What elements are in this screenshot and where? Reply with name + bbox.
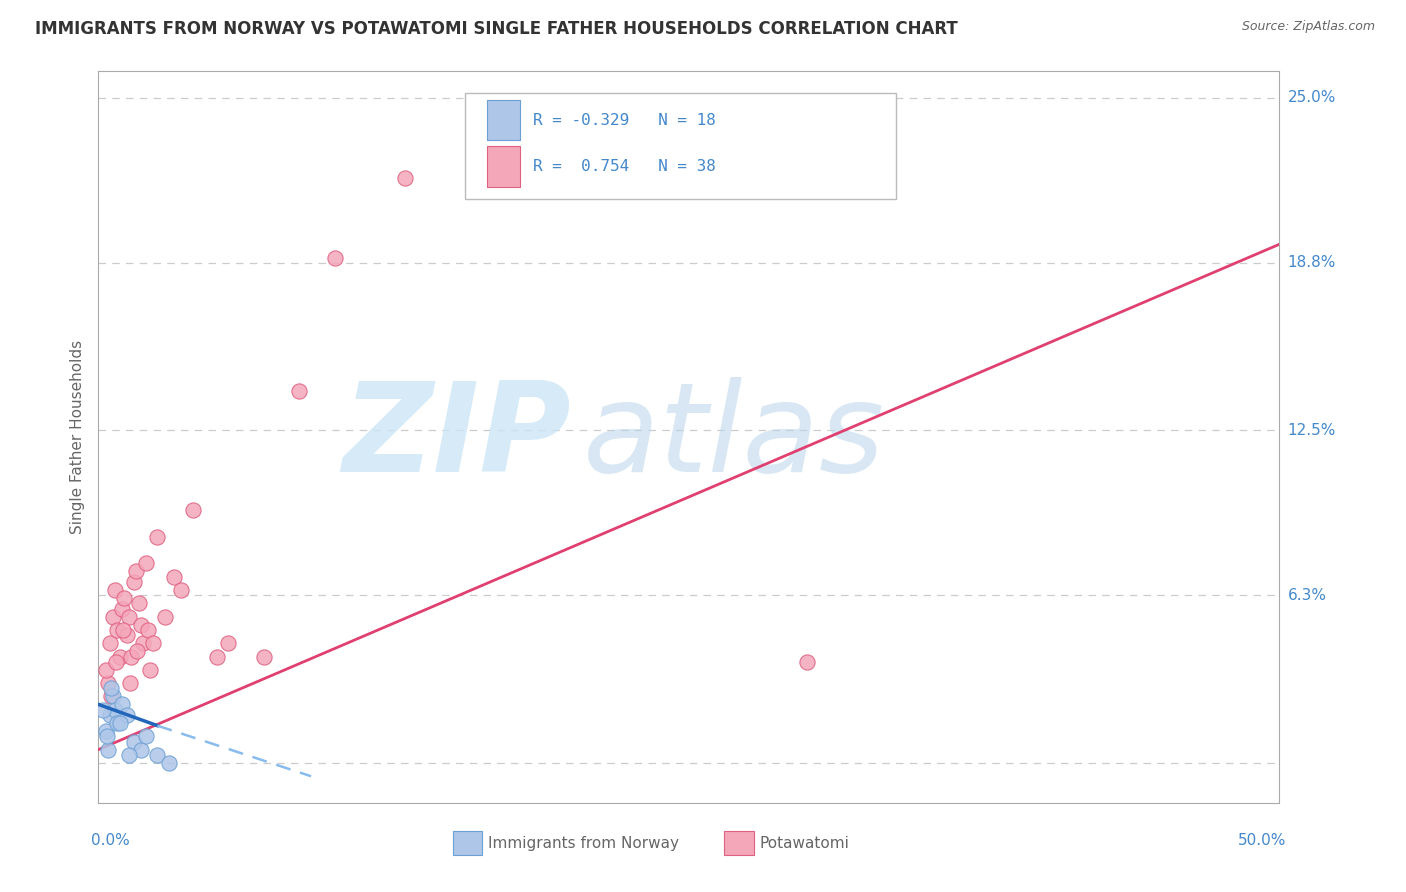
Point bbox=[157, 756, 180, 770]
Point bbox=[98, 636, 121, 650]
Point bbox=[91, 703, 114, 717]
Point bbox=[112, 591, 135, 605]
Point bbox=[105, 623, 128, 637]
Text: R =  0.754   N = 38: R = 0.754 N = 38 bbox=[533, 159, 716, 174]
Point bbox=[108, 649, 131, 664]
Point bbox=[132, 636, 155, 650]
Text: atlas: atlas bbox=[582, 376, 884, 498]
Point bbox=[796, 655, 818, 669]
Text: 6.3%: 6.3% bbox=[1288, 588, 1327, 603]
Point bbox=[100, 681, 122, 696]
Point bbox=[115, 628, 138, 642]
Point bbox=[129, 617, 152, 632]
Text: Source: ZipAtlas.com: Source: ZipAtlas.com bbox=[1241, 20, 1375, 33]
Point bbox=[122, 734, 145, 748]
FancyBboxPatch shape bbox=[453, 831, 482, 855]
Point bbox=[100, 690, 122, 704]
Point bbox=[128, 596, 150, 610]
Text: Potawatomi: Potawatomi bbox=[759, 836, 849, 851]
Point bbox=[111, 698, 134, 712]
Point bbox=[170, 582, 193, 597]
Point bbox=[104, 703, 127, 717]
Point bbox=[115, 708, 138, 723]
Point bbox=[253, 649, 276, 664]
Y-axis label: Single Father Households: Single Father Households bbox=[69, 340, 84, 534]
FancyBboxPatch shape bbox=[464, 94, 896, 200]
Point bbox=[105, 716, 128, 731]
Point bbox=[153, 609, 176, 624]
Point bbox=[94, 723, 117, 738]
Point bbox=[112, 623, 135, 637]
Point bbox=[136, 623, 159, 637]
Point bbox=[121, 649, 143, 664]
Point bbox=[111, 601, 134, 615]
Point bbox=[118, 609, 141, 624]
Point bbox=[394, 170, 416, 185]
Text: 50.0%: 50.0% bbox=[1239, 833, 1286, 848]
Point bbox=[98, 708, 121, 723]
Point bbox=[94, 663, 117, 677]
Point bbox=[122, 575, 145, 590]
Point bbox=[129, 742, 152, 756]
Point bbox=[163, 570, 186, 584]
Point bbox=[181, 503, 204, 517]
Point bbox=[105, 655, 128, 669]
Point bbox=[127, 644, 149, 658]
Text: R = -0.329   N = 18: R = -0.329 N = 18 bbox=[533, 113, 716, 128]
Point bbox=[118, 747, 141, 762]
Point bbox=[135, 557, 157, 571]
Point bbox=[142, 636, 165, 650]
Text: 25.0%: 25.0% bbox=[1288, 90, 1336, 105]
Point bbox=[288, 384, 311, 398]
Text: 18.8%: 18.8% bbox=[1288, 255, 1336, 270]
Point bbox=[146, 747, 169, 762]
Point bbox=[125, 565, 148, 579]
Point bbox=[323, 251, 346, 265]
Point bbox=[146, 530, 169, 544]
Point bbox=[205, 649, 228, 664]
Point bbox=[104, 582, 127, 597]
Point bbox=[101, 690, 124, 704]
Text: IMMIGRANTS FROM NORWAY VS POTAWATOMI SINGLE FATHER HOUSEHOLDS CORRELATION CHART: IMMIGRANTS FROM NORWAY VS POTAWATOMI SIN… bbox=[35, 20, 957, 37]
Point bbox=[97, 742, 120, 756]
Text: Immigrants from Norway: Immigrants from Norway bbox=[488, 836, 679, 851]
Text: ZIP: ZIP bbox=[342, 376, 571, 498]
Point bbox=[101, 609, 124, 624]
Point bbox=[217, 636, 239, 650]
Point bbox=[96, 729, 118, 743]
FancyBboxPatch shape bbox=[486, 100, 520, 140]
Point bbox=[108, 716, 131, 731]
Point bbox=[139, 663, 162, 677]
Point bbox=[120, 676, 142, 690]
FancyBboxPatch shape bbox=[486, 146, 520, 186]
Text: 0.0%: 0.0% bbox=[91, 833, 131, 848]
Text: 12.5%: 12.5% bbox=[1288, 423, 1336, 438]
Point bbox=[135, 729, 157, 743]
Point bbox=[97, 676, 120, 690]
FancyBboxPatch shape bbox=[724, 831, 754, 855]
